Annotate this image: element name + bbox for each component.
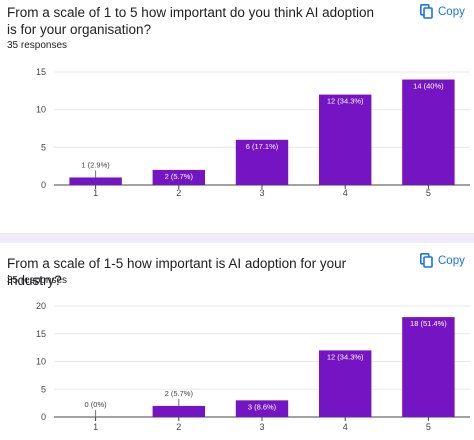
x-tick-label: 5 [426, 188, 431, 198]
data-label: 2 (5.7%) [165, 172, 194, 181]
bar [402, 317, 455, 417]
data-label: 3 (8.6%) [248, 402, 277, 411]
data-label: 12 (34.3%) [327, 97, 364, 106]
x-tick-label: 1 [93, 188, 98, 198]
question-title: From a scale of 1 to 5 how important do … [7, 5, 374, 37]
x-tick-label: 2 [176, 188, 181, 198]
y-tick-label: 5 [41, 142, 46, 152]
response-count: 35 responses [7, 275, 68, 286]
question-card-1: From a scale of 1 to 5 how important do … [7, 4, 470, 198]
x-tick-label: 2 [176, 422, 181, 432]
y-tick-label: 10 [36, 357, 46, 367]
bar [318, 94, 372, 185]
bar-chart: 0 5 10 15 20 0 (0%) 1 2 (5.7%) 2 3 (8.6%) 3 12 (34.… [36, 301, 470, 432]
y-tick-label: 10 [36, 105, 46, 115]
y-tick-label: 0 [41, 412, 46, 422]
copy-icon [420, 253, 433, 268]
bar-chart: 0 5 10 15 1 (2.9%) 1 2 (5.7%) 2 6 (17.1%) 3 12 (34… [36, 67, 470, 198]
bar [318, 350, 372, 417]
data-label: 12 (34.3%) [327, 352, 364, 361]
x-tick-label: 4 [343, 188, 348, 198]
x-tick-label: 3 [259, 422, 264, 432]
x-tick-label: 1 [93, 422, 98, 432]
copy-label: Copy [438, 5, 465, 18]
y-tick-label: 5 [41, 384, 46, 394]
bar [152, 405, 206, 417]
copy-label: Copy [438, 254, 465, 267]
bar [235, 139, 289, 185]
copy-button[interactable]: Copy [420, 4, 465, 19]
question-title: From a scale of 1-5 how important is AI … [7, 256, 347, 288]
y-tick-label: 0 [41, 180, 46, 190]
x-tick-label: 3 [259, 188, 264, 198]
copy-button[interactable]: Copy [420, 253, 465, 268]
response-count: 35 responses [7, 40, 68, 51]
data-label: 6 (17.1%) [246, 142, 279, 151]
y-tick-label: 15 [36, 67, 46, 77]
data-label: 14 (40%) [413, 82, 444, 91]
y-tick-label: 15 [36, 329, 46, 339]
bar [235, 400, 289, 417]
y-tick-label: 20 [36, 301, 46, 311]
x-tick-label: 4 [343, 422, 348, 432]
data-label: 2 (5.7%) [165, 389, 194, 398]
bar [402, 79, 455, 185]
copy-icon [420, 4, 433, 19]
data-label: 18 (51.4%) [410, 319, 447, 328]
x-tick-label: 5 [426, 422, 431, 432]
bar [69, 177, 122, 185]
bar [152, 169, 206, 185]
question-card-2: From a scale of 1-5 how important is AI … [0, 243, 474, 440]
section-separator [0, 233, 474, 243]
data-label: 0 (0%) [85, 400, 108, 409]
data-label: 1 (2.9%) [81, 160, 110, 169]
